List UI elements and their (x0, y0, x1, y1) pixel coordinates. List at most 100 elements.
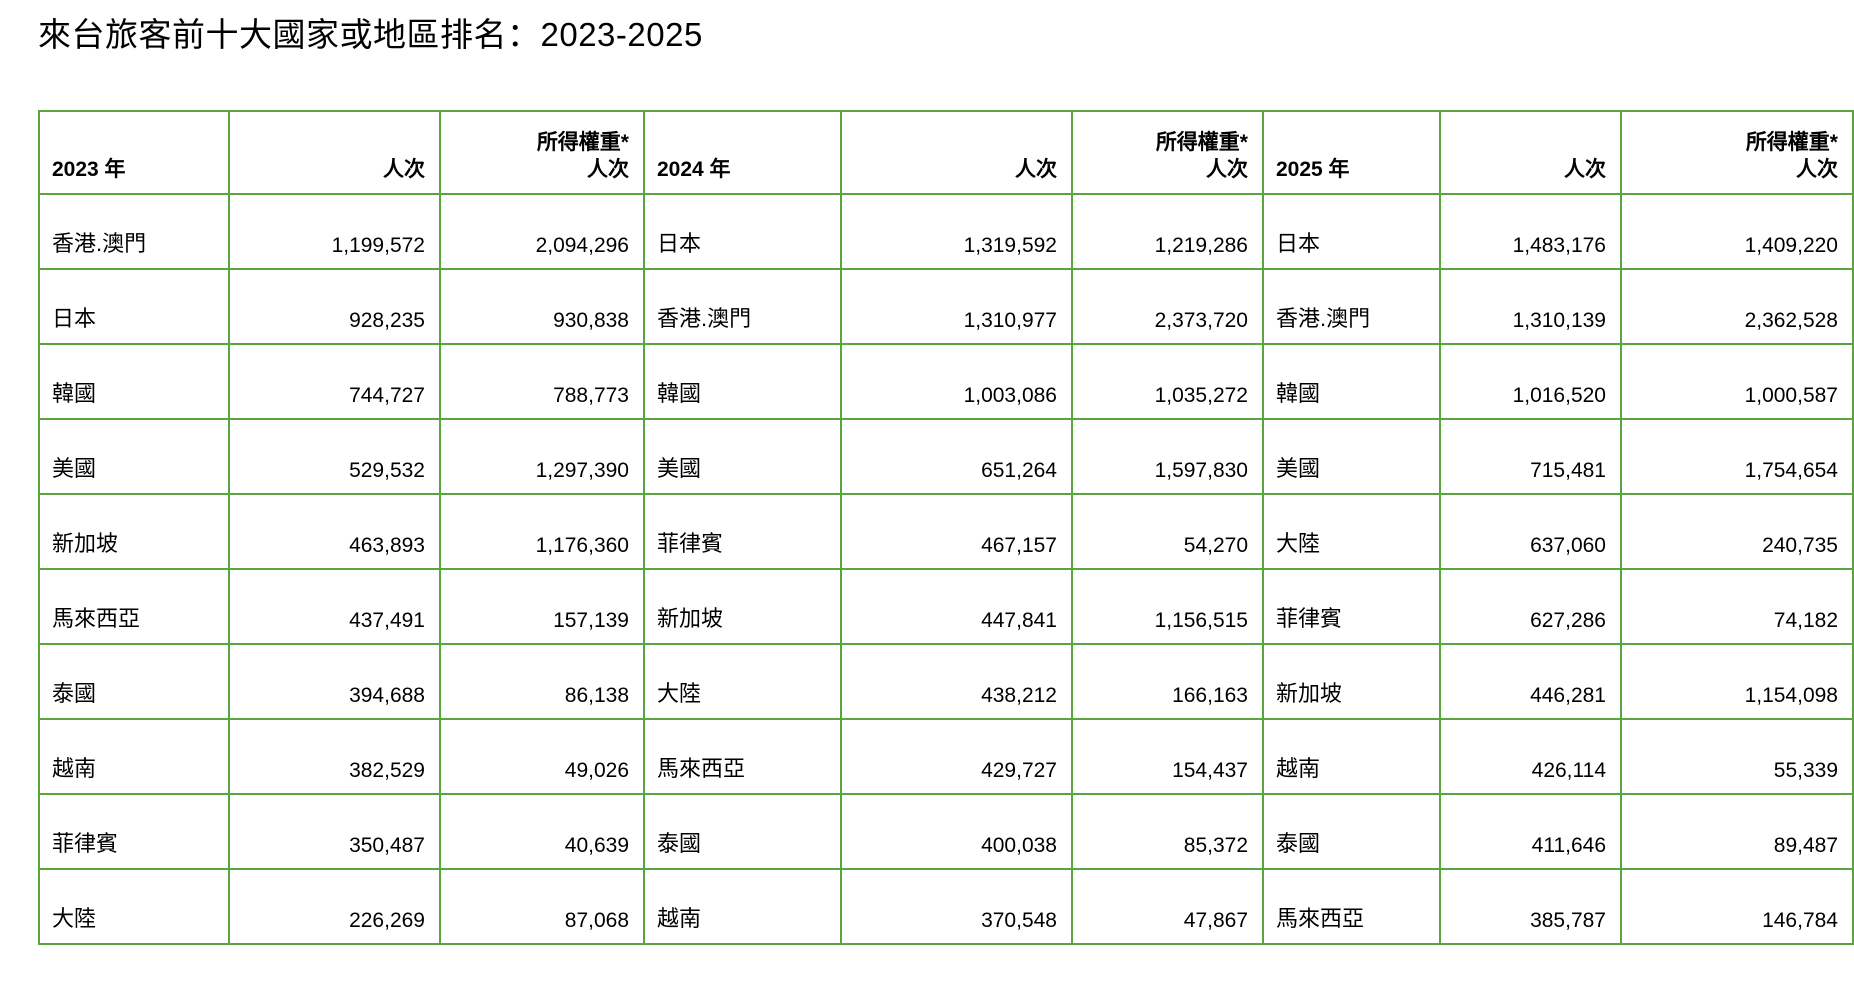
weighted-count-cell: 1,597,830 (1071, 418, 1264, 495)
weighted-count-cell: 1,409,220 (1620, 193, 1854, 270)
country-cell: 韓國 (1262, 343, 1441, 420)
table-row: 泰國 394,688 86,138 大陸 438,212 166,163 新加坡 446,28… (38, 643, 1854, 720)
country-cell: 越南 (643, 868, 842, 945)
count-cell: 529,532 (228, 418, 441, 495)
weighted-count-cell: 85,372 (1071, 793, 1264, 870)
country-cell: 韓國 (643, 343, 842, 420)
count-header-cell: 人次 (840, 110, 1073, 195)
country-cell: 日本 (38, 268, 230, 345)
count-cell: 627,286 (1439, 568, 1622, 645)
count-cell: 1,483,176 (1439, 193, 1622, 270)
weighted-header-line2: 人次 (1206, 158, 1248, 181)
count-cell: 1,003,086 (840, 343, 1073, 420)
country-cell: 馬來西亞 (643, 718, 842, 795)
count-cell: 715,481 (1439, 418, 1622, 495)
weighted-count-cell: 788,773 (439, 343, 645, 420)
count-cell: 463,893 (228, 493, 441, 570)
country-cell: 越南 (1262, 718, 1441, 795)
count-cell: 1,199,572 (228, 193, 441, 270)
country-cell: 美國 (643, 418, 842, 495)
count-cell: 744,727 (228, 343, 441, 420)
count-cell: 437,491 (228, 568, 441, 645)
count-cell: 426,114 (1439, 718, 1622, 795)
weighted-count-cell: 930,838 (439, 268, 645, 345)
country-cell: 香港.澳門 (1262, 268, 1441, 345)
count-cell: 1,016,520 (1439, 343, 1622, 420)
country-cell: 香港.澳門 (643, 268, 842, 345)
country-cell: 大陸 (1262, 493, 1441, 570)
weighted-header-cell: 所得權重* 人次 (1071, 110, 1264, 195)
country-cell: 新加坡 (643, 568, 842, 645)
count-cell: 385,787 (1439, 868, 1622, 945)
table-row: 美國 529,532 1,297,390 美國 651,264 1,597,830 美國 71… (38, 418, 1854, 495)
weighted-count-cell: 1,156,515 (1071, 568, 1264, 645)
weighted-count-cell: 1,035,272 (1071, 343, 1264, 420)
country-cell: 菲律賓 (1262, 568, 1441, 645)
weighted-count-cell: 1,297,390 (439, 418, 645, 495)
year-header-cell: 2025 年 (1262, 110, 1441, 195)
count-cell: 928,235 (228, 268, 441, 345)
weighted-count-cell: 55,339 (1620, 718, 1854, 795)
weighted-count-cell: 240,735 (1620, 493, 1854, 570)
country-cell: 日本 (1262, 193, 1441, 270)
weighted-header-line2: 人次 (587, 158, 629, 181)
country-cell: 美國 (1262, 418, 1441, 495)
weighted-count-cell: 1,000,587 (1620, 343, 1854, 420)
count-cell: 226,269 (228, 868, 441, 945)
country-cell: 菲律賓 (643, 493, 842, 570)
country-cell: 大陸 (38, 868, 230, 945)
weighted-count-cell: 49,026 (439, 718, 645, 795)
country-cell: 大陸 (643, 643, 842, 720)
count-cell: 429,727 (840, 718, 1073, 795)
count-header-cell: 人次 (228, 110, 441, 195)
table-row: 菲律賓 350,487 40,639 泰國 400,038 85,372 泰國 411,646… (38, 793, 1854, 870)
country-cell: 泰國 (643, 793, 842, 870)
year-header-cell: 2023 年 (38, 110, 230, 195)
count-cell: 438,212 (840, 643, 1073, 720)
weighted-header-line1: 所得權重* (1155, 131, 1248, 154)
top10-visitors-table: 2023 年人次 所得權重* 人次 2024 年人次 所得權重* 人次 2025 年人次 所得… (38, 110, 1854, 945)
country-cell: 新加坡 (1262, 643, 1441, 720)
weighted-header-line2: 人次 (1796, 158, 1838, 181)
count-cell: 637,060 (1439, 493, 1622, 570)
weighted-count-cell: 2,094,296 (439, 193, 645, 270)
country-cell: 馬來西亞 (1262, 868, 1441, 945)
count-cell: 446,281 (1439, 643, 1622, 720)
country-cell: 泰國 (1262, 793, 1441, 870)
count-cell: 350,487 (228, 793, 441, 870)
weighted-count-cell: 146,784 (1620, 868, 1854, 945)
country-cell: 泰國 (38, 643, 230, 720)
table-row: 香港.澳門 1,199,572 2,094,296 日本 1,319,592 1,219,… (38, 193, 1854, 270)
count-cell: 394,688 (228, 643, 441, 720)
weighted-count-cell: 2,362,528 (1620, 268, 1854, 345)
weighted-count-cell: 1,154,098 (1620, 643, 1854, 720)
country-cell: 新加坡 (38, 493, 230, 570)
country-cell: 日本 (643, 193, 842, 270)
count-cell: 370,548 (840, 868, 1073, 945)
count-cell: 400,038 (840, 793, 1073, 870)
weighted-count-cell: 2,373,720 (1071, 268, 1264, 345)
weighted-count-cell: 1,219,286 (1071, 193, 1264, 270)
count-cell: 411,646 (1439, 793, 1622, 870)
count-cell: 382,529 (228, 718, 441, 795)
table-row: 日本 928,235 930,838 香港.澳門 1,310,977 2,373,720 香… (38, 268, 1854, 345)
table-row: 越南 382,529 49,026 馬來西亞 429,727 154,437 越南 426,1… (38, 718, 1854, 795)
year-header-cell: 2024 年 (643, 110, 842, 195)
page-title: 來台旅客前十大國家或地區排名：2023-2025 (38, 16, 703, 53)
table-row: 新加坡 463,893 1,176,360 菲律賓 467,157 54,270 大陸 637… (38, 493, 1854, 570)
weighted-header-line1: 所得權重* (1745, 131, 1838, 154)
country-cell: 越南 (38, 718, 230, 795)
country-cell: 菲律賓 (38, 793, 230, 870)
weighted-count-cell: 54,270 (1071, 493, 1264, 570)
country-cell: 馬來西亞 (38, 568, 230, 645)
weighted-count-cell: 154,437 (1071, 718, 1264, 795)
count-cell: 467,157 (840, 493, 1073, 570)
weighted-header-cell: 所得權重* 人次 (1620, 110, 1854, 195)
count-cell: 651,264 (840, 418, 1073, 495)
weighted-count-cell: 1,176,360 (439, 493, 645, 570)
weighted-header-cell: 所得權重* 人次 (439, 110, 645, 195)
table-row: 大陸 226,269 87,068 越南 370,548 47,867 馬來西亞 385,78… (38, 868, 1854, 945)
table-header-row: 2023 年人次 所得權重* 人次 2024 年人次 所得權重* 人次 2025 年人次 所得… (38, 110, 1854, 195)
weighted-count-cell: 157,139 (439, 568, 645, 645)
